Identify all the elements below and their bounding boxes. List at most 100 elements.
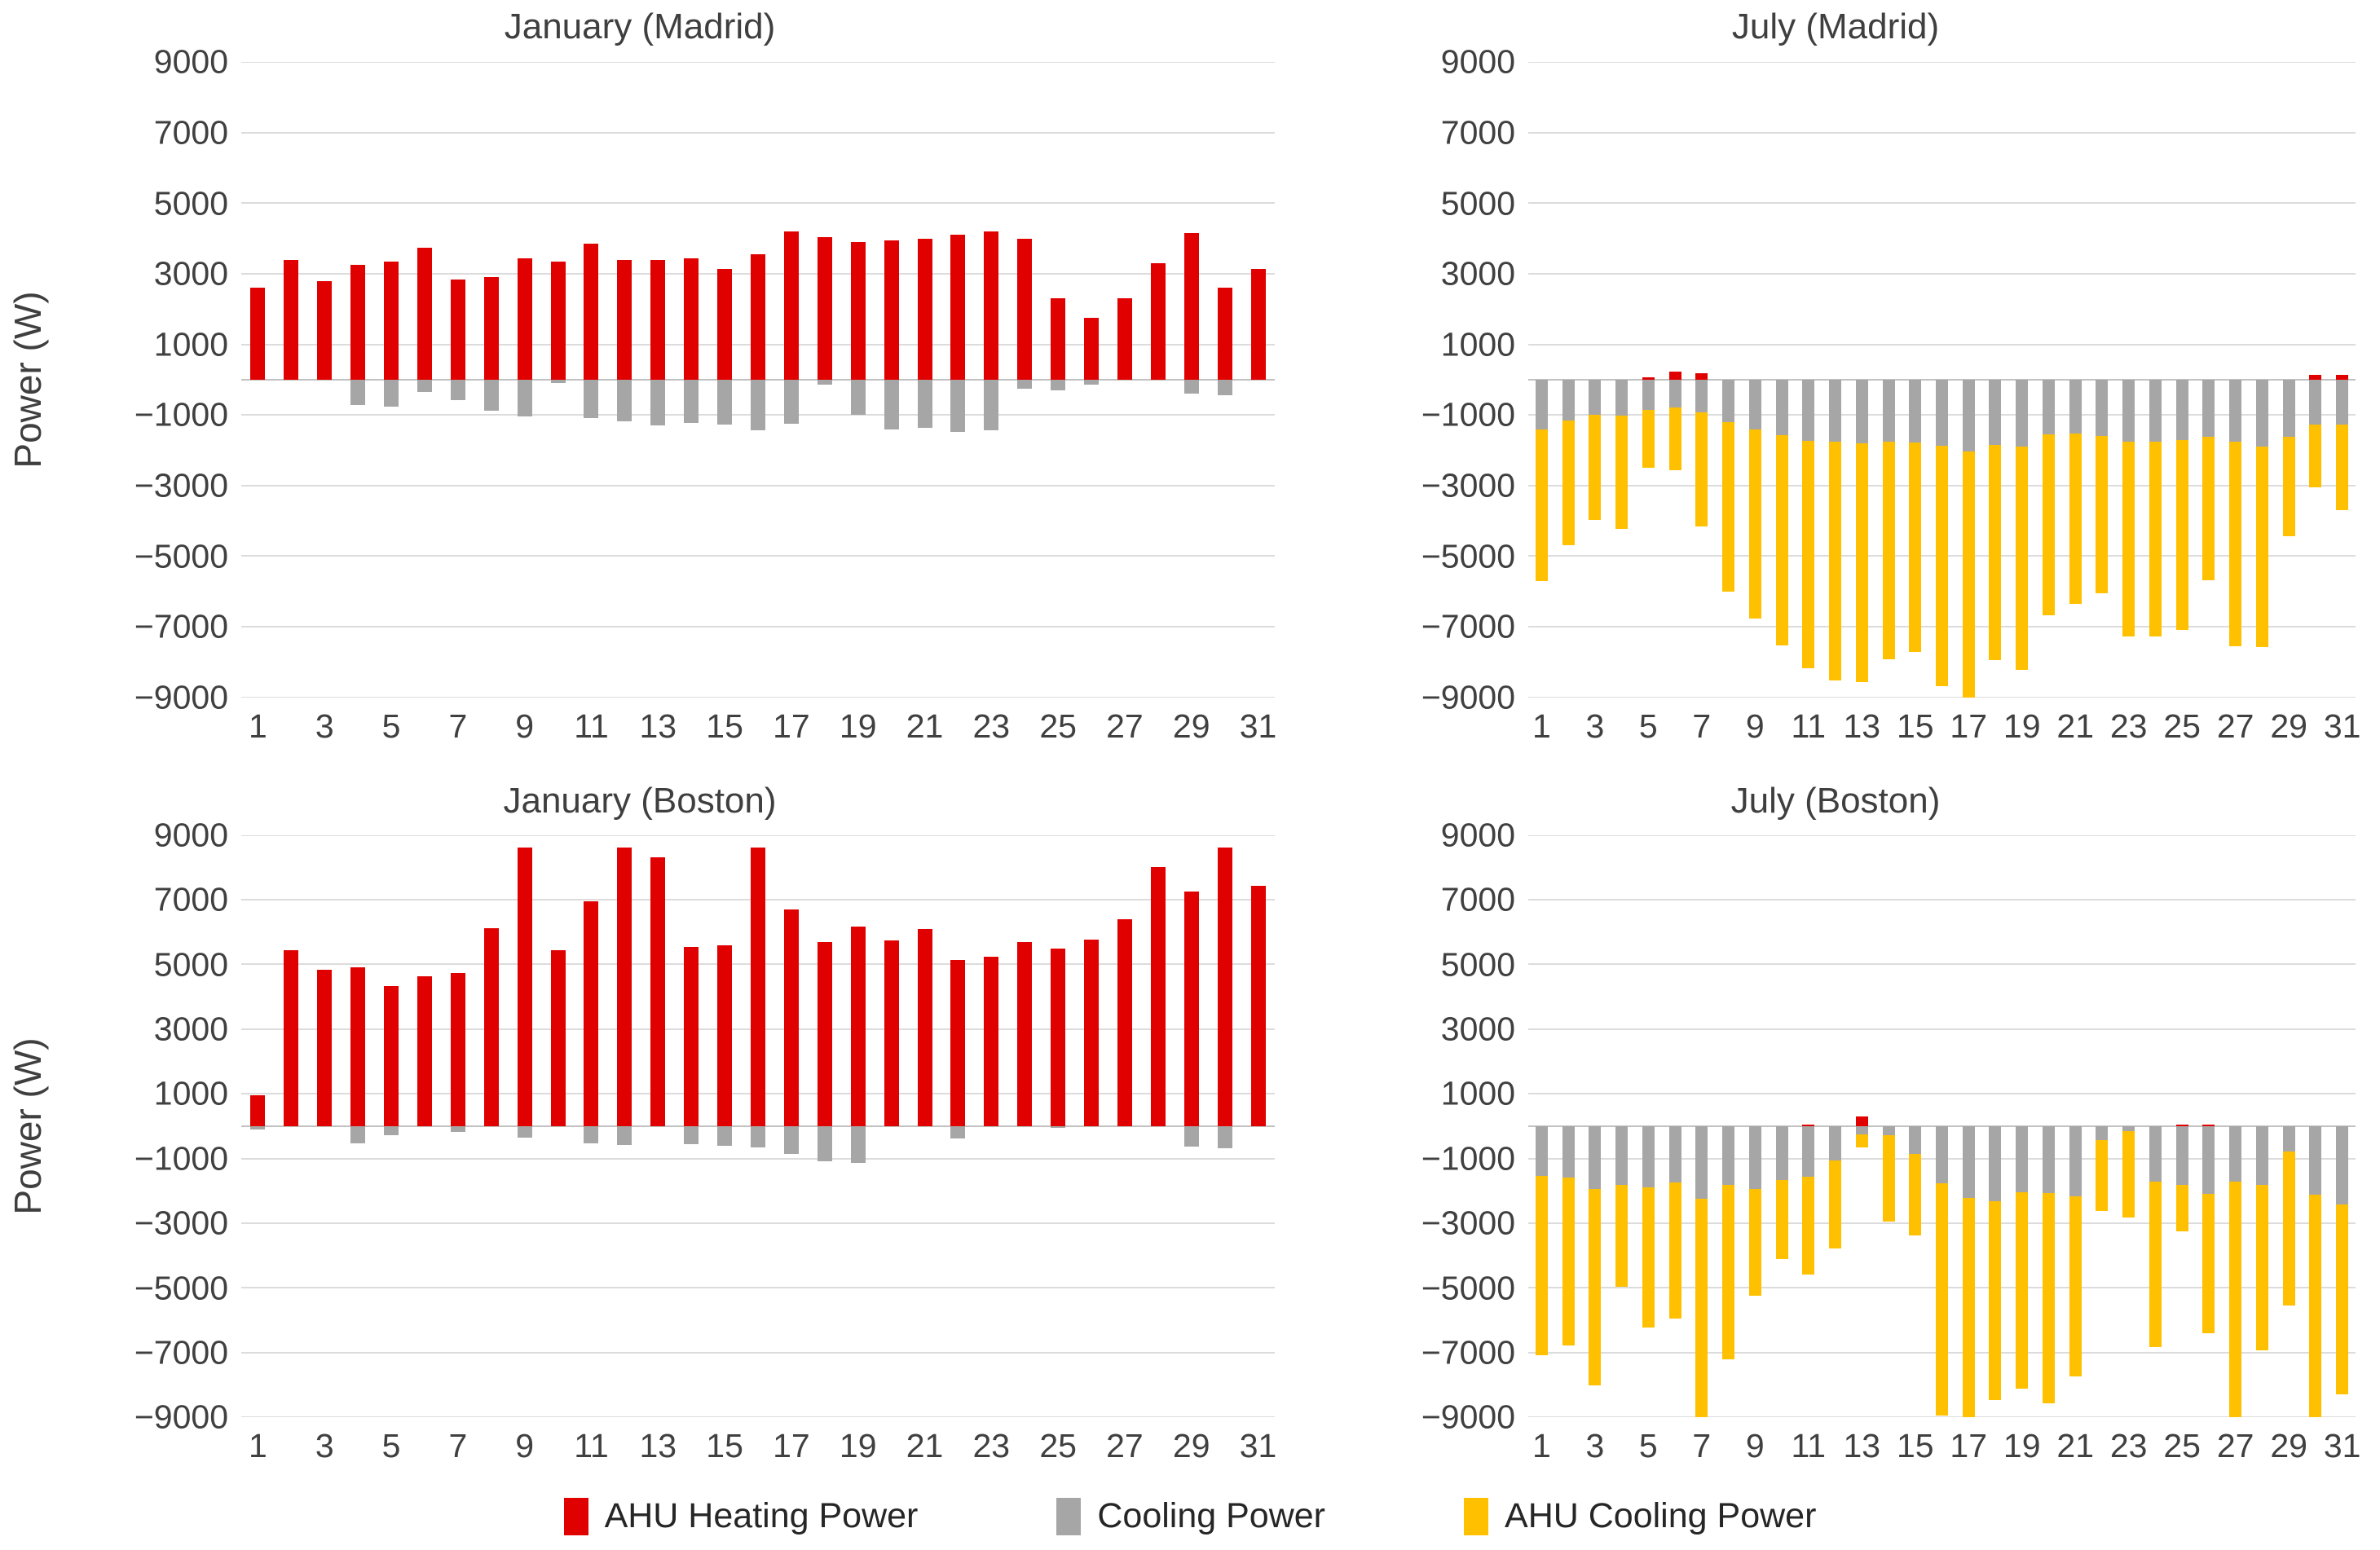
heating-bar <box>1084 939 1100 1126</box>
heating-bar <box>650 259 666 380</box>
cooling-bar <box>1535 1125 1548 1176</box>
heating-bar <box>984 956 999 1126</box>
cooling-bar <box>617 1125 632 1145</box>
ahu-cooling-bar <box>2336 424 2349 510</box>
ahu-cooling-bar <box>2096 1139 2109 1212</box>
cooling-bar <box>1962 1125 1975 1199</box>
cooling-bar <box>2255 1125 2268 1185</box>
cooling-bar <box>950 1125 966 1139</box>
y-tick-label: 9000 <box>153 816 228 854</box>
x-tick-label: 29 <box>1172 1427 1210 1465</box>
gridline <box>1528 899 2356 901</box>
heating-bar <box>2309 374 2322 380</box>
ahu-cooling-bar <box>2175 1184 2188 1232</box>
gridline <box>241 1157 1275 1160</box>
x-tick-label: 9 <box>515 707 535 745</box>
cooling-bar <box>1722 379 1735 422</box>
cooling-bar <box>1668 1125 1681 1182</box>
cooling-bar <box>783 1125 799 1155</box>
plot-area <box>241 834 1275 1418</box>
cooling-bar <box>1668 379 1681 407</box>
ahu-cooling-bar <box>2069 433 2082 605</box>
heating-bar <box>284 259 299 380</box>
cooling-bar <box>751 1125 765 1148</box>
ahu-cooling-bar <box>1615 1185 1629 1288</box>
ahu-cooling-bar <box>1775 1180 1788 1259</box>
cooling-bar <box>617 379 632 421</box>
cooling-bar <box>2016 1125 2029 1193</box>
y-tick-label: −1000 <box>134 1139 228 1178</box>
cooling-bar <box>2309 1125 2322 1195</box>
x-tick-label: 13 <box>639 707 677 745</box>
cooling-bar <box>1829 1125 1842 1161</box>
heating-bar <box>684 947 699 1126</box>
heating-bar <box>550 949 566 1126</box>
heating-bar <box>584 901 599 1126</box>
cooling-bar <box>2122 1125 2135 1131</box>
heating-bar <box>717 268 733 380</box>
legend-label: AHU Heating Power <box>604 1496 919 1535</box>
y-tick-label: −5000 <box>134 1269 228 1306</box>
heating-bar <box>617 259 632 380</box>
x-tick-label: 21 <box>2056 707 2095 745</box>
cooling-bar <box>1589 1125 1602 1190</box>
x-tick-label: 13 <box>1843 707 1881 745</box>
heating-bar <box>1183 233 1199 380</box>
ahu-cooling-bar <box>1642 1187 1655 1328</box>
cooling-bar <box>1748 1125 1761 1190</box>
heating-bar <box>950 235 966 380</box>
y-tick-label: 1000 <box>153 1074 228 1112</box>
ahu-cooling-bar <box>2282 436 2295 537</box>
cooling-bar <box>2042 379 2055 434</box>
ahu-cooling-bar <box>2336 1204 2349 1395</box>
cooling-bar <box>1183 379 1199 394</box>
x-tick-label: 21 <box>906 1427 944 1465</box>
heating-bar <box>584 244 599 380</box>
y-tick-label: 1000 <box>153 325 228 363</box>
x-tick-label: 25 <box>2163 707 2201 745</box>
ahu-cooling-bar <box>1829 1160 1842 1249</box>
ahu-cooling-bar <box>1962 1198 1975 1417</box>
cooling-bar <box>2282 1125 2295 1152</box>
ahu-cooling-bar <box>2149 1182 2162 1348</box>
cooling-bar <box>1017 379 1033 390</box>
gridline <box>1528 273 2356 275</box>
cooling-bar <box>717 1125 733 1147</box>
chart-title-january-madrid: January (Madrid) <box>504 7 776 46</box>
legend: AHU Heating Power Cooling Power AHU Cool… <box>0 1496 2380 1536</box>
ahu-cooling-bar <box>2309 425 2322 487</box>
x-tick-label: 27 <box>1106 707 1144 745</box>
ahu-cooling-bar <box>1802 441 1815 668</box>
x-tick-label: 31 <box>1239 1427 1277 1465</box>
heating-bar <box>517 847 532 1126</box>
x-tick-label: 23 <box>2109 1427 2148 1465</box>
y-tick-label: −5000 <box>134 537 228 575</box>
y-tick-label: 9000 <box>1440 816 1515 854</box>
y-tick-label: −7000 <box>1421 1333 1515 1372</box>
cooling-bar <box>917 379 932 429</box>
ahu-cooling-bar <box>2202 1194 2215 1334</box>
cooling-bar <box>1855 379 1868 443</box>
ahu-cooling-bar <box>1535 1175 1548 1356</box>
cooling-bar <box>717 379 733 425</box>
heating-bar <box>1802 1124 1815 1126</box>
cooling-bar <box>1051 1125 1066 1129</box>
y-tick-label: 1000 <box>1440 1074 1515 1112</box>
ahu-cooling-bar <box>2042 434 2055 616</box>
x-tick-label: 23 <box>972 707 1011 745</box>
gridline <box>241 1287 1275 1289</box>
gridline <box>1528 343 2356 346</box>
x-tick-label: 29 <box>2270 1427 2307 1465</box>
gridline <box>1528 131 2356 134</box>
x-tick-label: 5 <box>1638 1427 1658 1465</box>
heating-bar <box>817 236 832 380</box>
cooling-bar <box>483 379 499 412</box>
y-tick-label: 7000 <box>153 880 228 918</box>
x-tick-label: 23 <box>972 1427 1011 1465</box>
heating-bar <box>483 277 499 380</box>
x-tick-label: 1 <box>1532 1427 1551 1465</box>
cooling-bar <box>350 1125 366 1143</box>
heating-bar <box>1250 886 1266 1126</box>
heating-swatch-icon <box>563 1497 588 1535</box>
gridline <box>1528 1416 2356 1418</box>
